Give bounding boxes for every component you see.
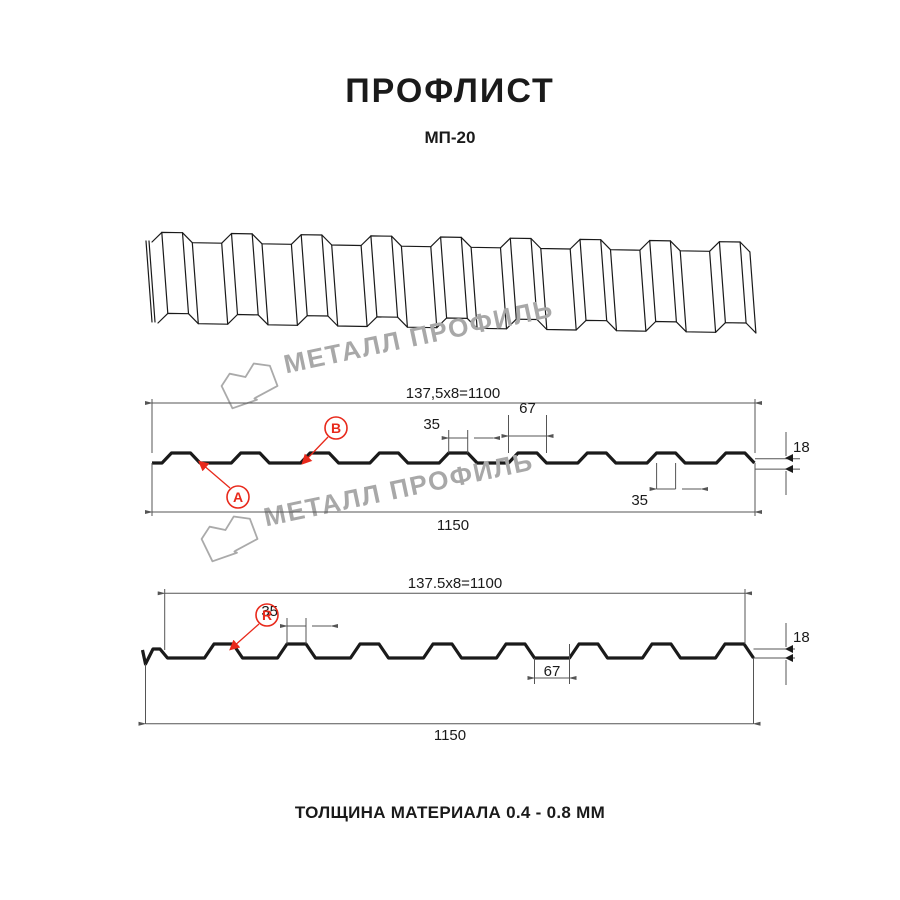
svg-text:35: 35 [631,492,648,509]
svg-text:137,5x8=1100: 137,5x8=1100 [406,385,500,402]
svg-text:R: R [262,607,272,623]
svg-text:A: A [233,489,243,505]
svg-text:МЕТАЛЛ ПРОФИЛЬ: МЕТАЛЛ ПРОФИЛЬ [281,293,556,380]
svg-text:1150: 1150 [434,727,466,744]
svg-text:67: 67 [544,663,561,680]
svg-text:35: 35 [423,416,440,433]
svg-text:18: 18 [793,439,810,456]
svg-text:137.5x8=1100: 137.5x8=1100 [408,575,502,592]
svg-text:18: 18 [793,629,810,646]
svg-text:B: B [331,420,341,436]
svg-text:1150: 1150 [437,517,469,534]
svg-text:МЕТАЛЛ ПРОФИЛЬ: МЕТАЛЛ ПРОФИЛЬ [261,446,536,533]
svg-text:67: 67 [519,400,536,417]
